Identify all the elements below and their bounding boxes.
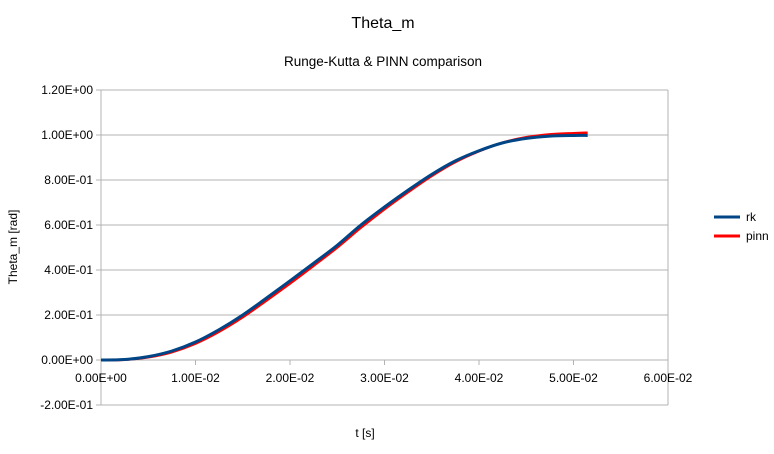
y-tick-label: 1.00E+00 <box>41 128 93 142</box>
y-tick-label: 4.00E-01 <box>44 263 93 277</box>
x-tick-label: 2.00E-02 <box>266 371 315 385</box>
x-tick-label: 3.00E-02 <box>360 371 409 385</box>
x-tick-label: 0.00E+00 <box>75 371 127 385</box>
x-axis-label: t [s] <box>355 426 374 440</box>
y-tick-label: 0.00E+00 <box>41 353 93 367</box>
legend-label-rk: rk <box>746 210 757 224</box>
tick-labels: -2.00E-01 0.00E+00 2.00E-01 4.00E-01 6.00E-0… <box>40 83 692 412</box>
y-tick-label: 1.20E+00 <box>41 83 93 97</box>
x-tick-label: 5.00E-02 <box>549 371 598 385</box>
y-tick-label: 8.00E-01 <box>44 173 93 187</box>
legend-label-pinn: pinn <box>746 229 769 243</box>
y-tick-label: 2.00E-01 <box>44 308 93 322</box>
series-line-pinn <box>100 131 588 362</box>
x-tick-label: 6.00E-02 <box>644 371 693 385</box>
y-axis-label: Theta_m [rad] <box>6 210 20 285</box>
series-lines <box>100 131 588 362</box>
x-tick-label: 1.00E-02 <box>171 371 220 385</box>
y-tick-label: 6.00E-01 <box>44 218 93 232</box>
y-tick-label: -2.00E-01 <box>40 398 93 412</box>
chart-subtitle: Runge-Kutta & PINN comparison <box>284 54 482 69</box>
grid <box>101 89 668 406</box>
series-line-rk <box>100 133 588 362</box>
x-tick-label: 4.00E-02 <box>455 371 504 385</box>
chart-title: Theta_m <box>351 15 414 32</box>
legend: rk pinn <box>714 210 769 243</box>
axes <box>96 89 669 406</box>
